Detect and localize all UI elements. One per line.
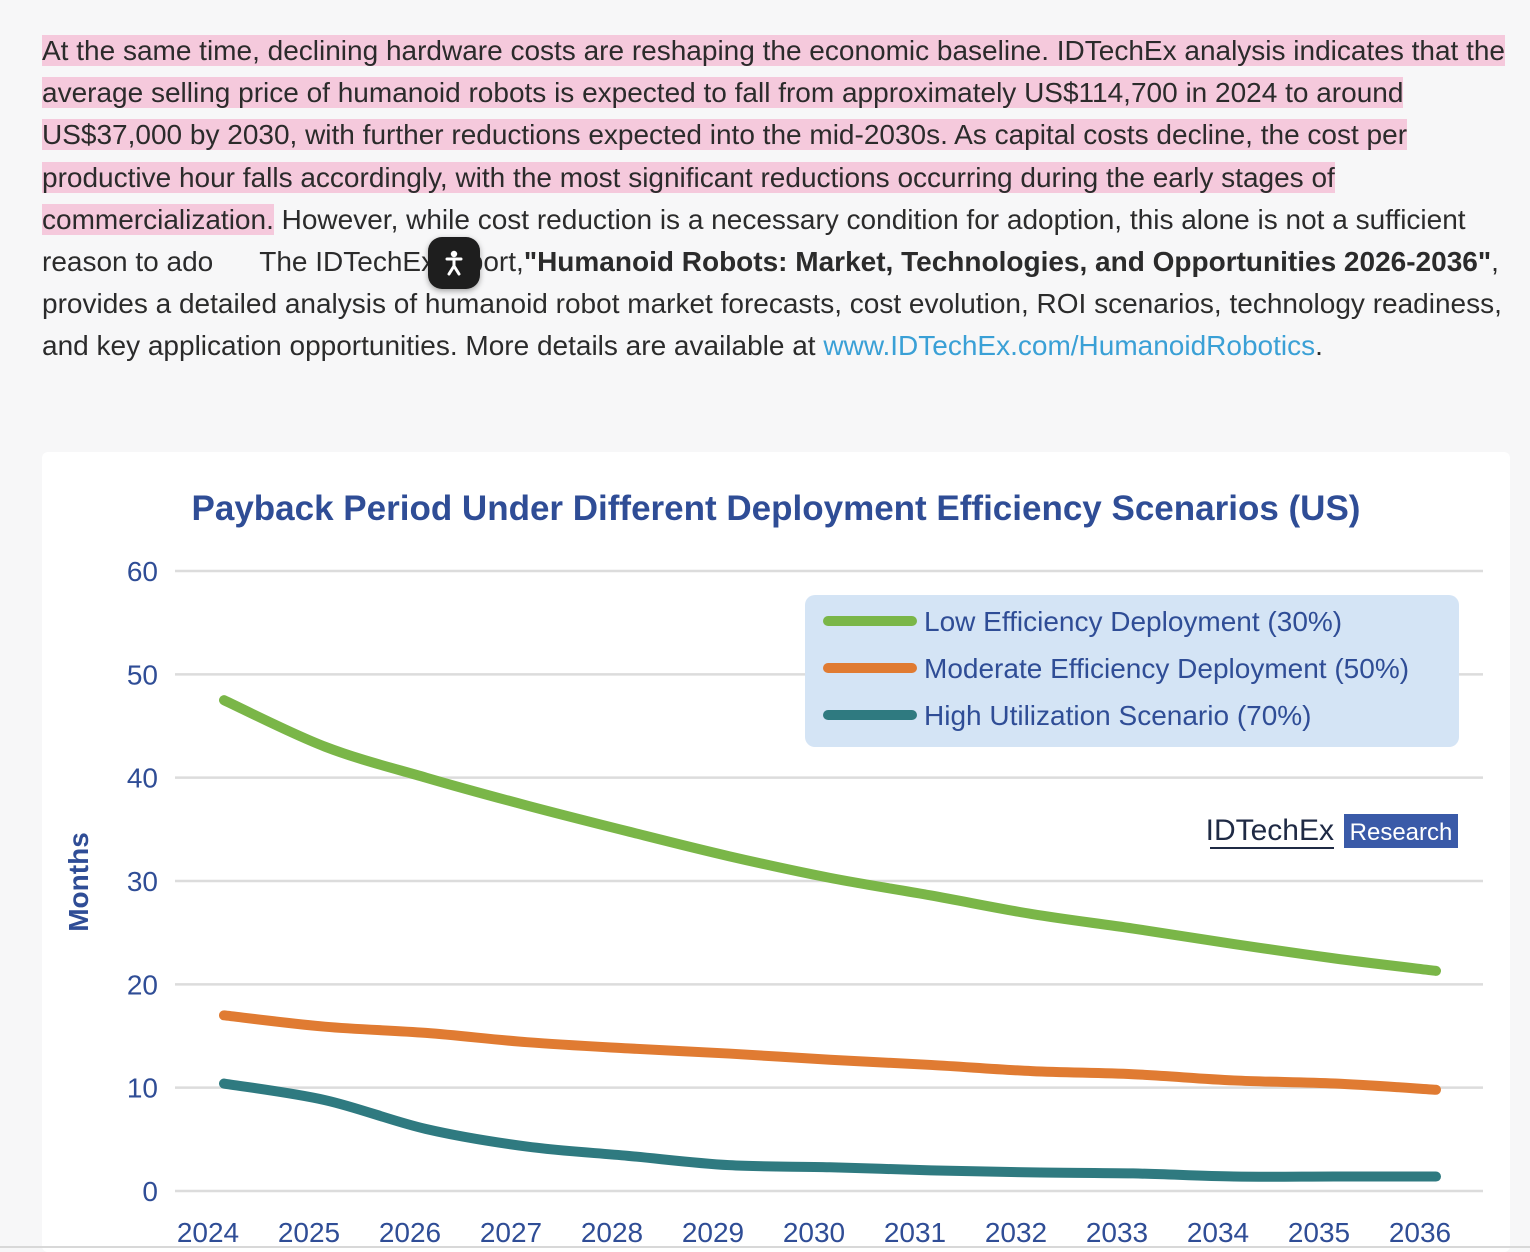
x-tick-label: 2032 (985, 1217, 1047, 1248)
legend-box (805, 595, 1459, 747)
y-tick-label: 20 (127, 969, 158, 1000)
payback-chart: Payback Period Under Different Deploymen… (63, 489, 1483, 1248)
accessibility-button[interactable] (428, 237, 480, 289)
divider (0, 1246, 1530, 1248)
x-tick-label: 2027 (480, 1217, 542, 1248)
legend-label: Low Efficiency Deployment (30%) (924, 606, 1342, 637)
closing-text: , provides a detailed analysis of humano… (42, 246, 1502, 362)
y-tick-label: 0 (142, 1176, 158, 1207)
y-axis-title: Months (63, 832, 94, 932)
x-tick-label: 2026 (379, 1217, 441, 1248)
x-tick-label: 2024 (177, 1217, 239, 1248)
x-tick-label: 2035 (1288, 1217, 1350, 1248)
final-punct: . (1315, 330, 1323, 362)
chart-title: Payback Period Under Different Deploymen… (192, 489, 1361, 528)
x-tick-label: 2036 (1389, 1217, 1451, 1248)
article-text: At the same time, declining hardware cos… (42, 30, 1512, 368)
series-line-3 (219, 1078, 1441, 1182)
series-line-1 (219, 695, 1441, 976)
legend-label: Moderate Efficiency Deployment (50%) (924, 653, 1409, 684)
x-tick-label: 2030 (783, 1217, 845, 1248)
report-title: "Humanoid Robots: Market, Technologies, … (523, 246, 1492, 278)
y-tick-label: 30 (127, 866, 158, 897)
article-paragraph: At the same time, declining hardware cos… (42, 30, 1512, 368)
series-line-2 (219, 1010, 1441, 1095)
y-tick-label: 50 (127, 659, 158, 690)
y-tick-label: 60 (127, 556, 158, 587)
watermark-tag: Research (1350, 819, 1453, 846)
x-tick-label: 2028 (581, 1217, 643, 1248)
legend-label: High Utilization Scenario (70%) (924, 700, 1312, 731)
watermark-brand: IDTechEx (1206, 814, 1334, 847)
x-tick-label: 2025 (278, 1217, 340, 1248)
y-tick-label: 40 (127, 763, 158, 794)
chart-card: Payback Period Under Different Deploymen… (42, 452, 1510, 1252)
report-link[interactable]: www.IDTechEx.com/HumanoidRobotics (823, 330, 1316, 362)
x-tick-label: 2034 (1187, 1217, 1249, 1248)
x-tick-label: 2029 (682, 1217, 744, 1248)
watermark-tag-box (1344, 814, 1458, 848)
after-button-text: The IDTechEx report, (259, 246, 524, 278)
x-tick-label: 2033 (1086, 1217, 1148, 1248)
continuation-text: However, while cost reduction is a neces… (42, 203, 1466, 278)
y-tick-label: 10 (127, 1073, 158, 1104)
x-tick-label: 2031 (884, 1217, 946, 1248)
accessibility-person-icon (445, 250, 463, 276)
